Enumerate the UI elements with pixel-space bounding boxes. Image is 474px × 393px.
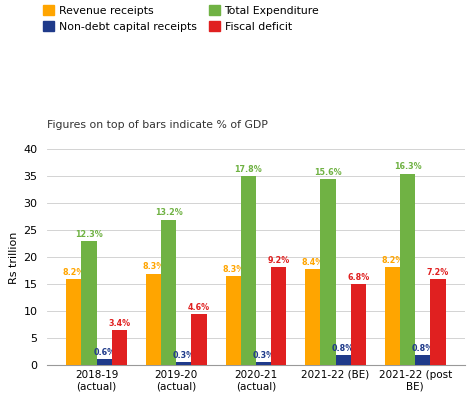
Bar xyxy=(351,285,366,365)
Text: 16.3%: 16.3% xyxy=(394,162,421,171)
Text: 12.3%: 12.3% xyxy=(75,230,103,239)
Bar xyxy=(400,174,415,365)
Text: 7.2%: 7.2% xyxy=(427,268,449,277)
Text: 4.6%: 4.6% xyxy=(188,303,210,312)
Text: 8.2%: 8.2% xyxy=(63,268,85,277)
Bar xyxy=(97,359,112,365)
Text: 3.4%: 3.4% xyxy=(108,319,130,328)
Bar xyxy=(415,354,430,365)
Bar xyxy=(146,274,161,365)
Text: 0.3%: 0.3% xyxy=(173,351,195,360)
Text: Figures on top of bars indicate % of GDP: Figures on top of bars indicate % of GDP xyxy=(47,120,268,130)
Bar xyxy=(112,331,127,365)
Text: 0.3%: 0.3% xyxy=(253,351,274,360)
Text: 17.8%: 17.8% xyxy=(235,165,262,174)
Bar xyxy=(161,220,176,365)
Bar xyxy=(271,267,286,365)
Text: 8.3%: 8.3% xyxy=(143,263,165,272)
Bar xyxy=(336,354,351,365)
Text: 8.2%: 8.2% xyxy=(382,256,404,265)
Text: 13.2%: 13.2% xyxy=(155,208,182,217)
Text: 8.3%: 8.3% xyxy=(222,265,245,274)
Text: 8.4%: 8.4% xyxy=(302,258,324,267)
Bar xyxy=(226,276,241,365)
Y-axis label: Rs trillion: Rs trillion xyxy=(9,231,19,284)
Bar xyxy=(385,267,400,365)
Text: 0.8%: 0.8% xyxy=(332,343,355,353)
Bar xyxy=(82,241,97,365)
Bar xyxy=(305,269,320,365)
Text: 0.8%: 0.8% xyxy=(412,343,434,353)
Bar xyxy=(430,279,446,365)
Bar xyxy=(320,179,336,365)
Bar xyxy=(176,362,191,365)
Text: 9.2%: 9.2% xyxy=(267,256,290,265)
Bar xyxy=(241,176,256,365)
Text: 0.6%: 0.6% xyxy=(93,348,115,357)
Bar xyxy=(256,362,271,365)
Bar xyxy=(191,314,207,365)
Text: 15.6%: 15.6% xyxy=(314,168,342,177)
Text: 6.8%: 6.8% xyxy=(347,273,369,282)
Bar xyxy=(66,279,82,365)
Legend: Revenue receipts, Non-debt capital receipts, Total Expenditure, Fiscal deficit: Revenue receipts, Non-debt capital recei… xyxy=(43,6,319,32)
